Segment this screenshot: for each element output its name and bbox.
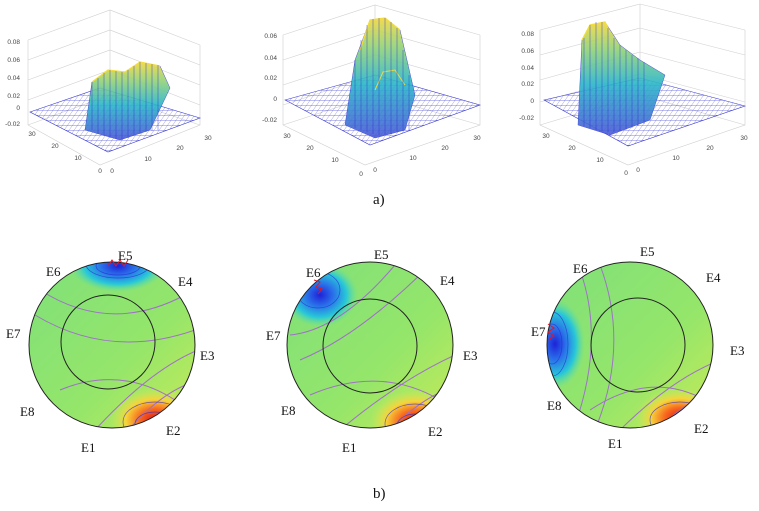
z-tick: 0.06 <box>7 57 20 64</box>
caption-a: a) <box>373 192 385 208</box>
z-tick: 0.04 <box>521 65 534 72</box>
label-e3: E3 <box>200 348 214 363</box>
x-tick: 10 <box>144 156 152 163</box>
z-tick-labels: 0.08 0.06 0.04 0.02 0 -0.02 <box>5 39 20 128</box>
y-tick-labels: 0 10 20 30 <box>28 131 102 175</box>
label-e3: E3 <box>730 343 744 358</box>
label-e1: E1 <box>608 436 622 451</box>
x-tick: 20 <box>441 145 449 152</box>
x-tick: 0 <box>373 167 377 174</box>
label-e4: E4 <box>706 270 721 285</box>
x-tick: 30 <box>204 135 212 142</box>
label-e6: E6 <box>306 265 321 280</box>
label-e5: E5 <box>640 244 654 259</box>
label-e1: E1 <box>81 440 95 455</box>
label-e8: E8 <box>20 404 34 419</box>
x-tick: 20 <box>706 145 714 152</box>
label-e7: E7 <box>266 328 281 343</box>
label-e7: E7 <box>531 324 546 339</box>
x-tick: 20 <box>176 145 184 152</box>
label-e8: E8 <box>547 398 561 413</box>
x-tick: 0 <box>110 168 114 175</box>
z-tick: 0 <box>16 105 20 112</box>
y-tick: 30 <box>28 131 36 138</box>
electrode-map-2: E5 E6 E4 E7 E3 E8 E2 E1 <box>266 247 477 455</box>
z-tick: 0.04 <box>264 55 277 62</box>
x-tick: 30 <box>740 135 748 142</box>
z-tick: 0.02 <box>264 75 277 82</box>
y-tick: 0 <box>359 171 363 178</box>
z-tick: -0.02 <box>519 115 534 122</box>
electrode-map-1: E5 E6 E4 E7 E3 E8 E2 E1 <box>6 248 214 455</box>
x-tick: 0 <box>636 167 640 174</box>
electrode-e7-marker <box>547 323 555 341</box>
z-tick: 0.02 <box>7 93 20 100</box>
z-tick: 0.06 <box>521 48 534 55</box>
z-tick: 0 <box>530 98 534 105</box>
x-tick: 10 <box>672 155 680 162</box>
surface-plot-2: 0.06 0.04 0.02 0 -0.02 0 10 20 30 0 10 2… <box>262 4 481 178</box>
y-tick: 10 <box>331 157 339 164</box>
electrode-e6-marker <box>313 279 323 295</box>
y-tick: 10 <box>74 155 82 162</box>
surface-plot-3: 0.08 0.06 0.04 0.02 0 -0.02 0 10 20 30 0… <box>519 3 748 177</box>
y-tick: 30 <box>542 133 550 140</box>
y-tick: 30 <box>283 133 291 140</box>
label-e8: E8 <box>281 403 295 418</box>
y-tick: 20 <box>51 143 59 150</box>
x-tick-labels: 0 10 20 30 <box>110 135 212 175</box>
label-e4: E4 <box>440 273 455 288</box>
label-e1: E1 <box>342 440 356 455</box>
label-e2: E2 <box>694 421 708 436</box>
label-e6: E6 <box>573 261 588 276</box>
surface-plot-1: 0.08 0.06 0.04 0.02 0 -0.02 0 10 20 30 0… <box>5 9 212 175</box>
z-tick: 0 <box>273 96 277 103</box>
y-tick: 0 <box>98 168 102 175</box>
y-tick: 0 <box>624 170 628 177</box>
surface-mesh <box>29 61 201 153</box>
electrode-e5-marker <box>107 259 129 267</box>
label-e2: E2 <box>428 424 442 439</box>
z-tick: 0.08 <box>7 39 20 46</box>
electrode-maps: E5 E6 E4 E7 E3 E8 E2 E1 <box>6 244 744 455</box>
z-tick: 0.06 <box>264 33 277 40</box>
label-e7: E7 <box>6 326 21 341</box>
label-e2: E2 <box>166 423 180 438</box>
y-tick: 20 <box>306 145 314 152</box>
label-e6: E6 <box>46 264 61 279</box>
label-e5: E5 <box>374 247 388 262</box>
label-e3: E3 <box>463 348 477 363</box>
z-tick: -0.02 <box>5 121 20 128</box>
z-tick: 0.08 <box>521 31 534 38</box>
z-tick: -0.02 <box>262 117 277 124</box>
y-tick: 10 <box>596 157 604 164</box>
caption-b: b) <box>373 486 386 502</box>
label-e5: E5 <box>118 248 132 263</box>
x-tick: 30 <box>473 135 481 142</box>
y-tick: 20 <box>568 145 576 152</box>
z-tick: 0.02 <box>521 81 534 88</box>
label-e4: E4 <box>178 274 193 289</box>
x-tick: 10 <box>409 155 417 162</box>
electrode-map-3: E5 E6 E4 E7 E3 E8 E2 E1 <box>531 244 744 451</box>
z-tick: 0.04 <box>7 75 20 82</box>
